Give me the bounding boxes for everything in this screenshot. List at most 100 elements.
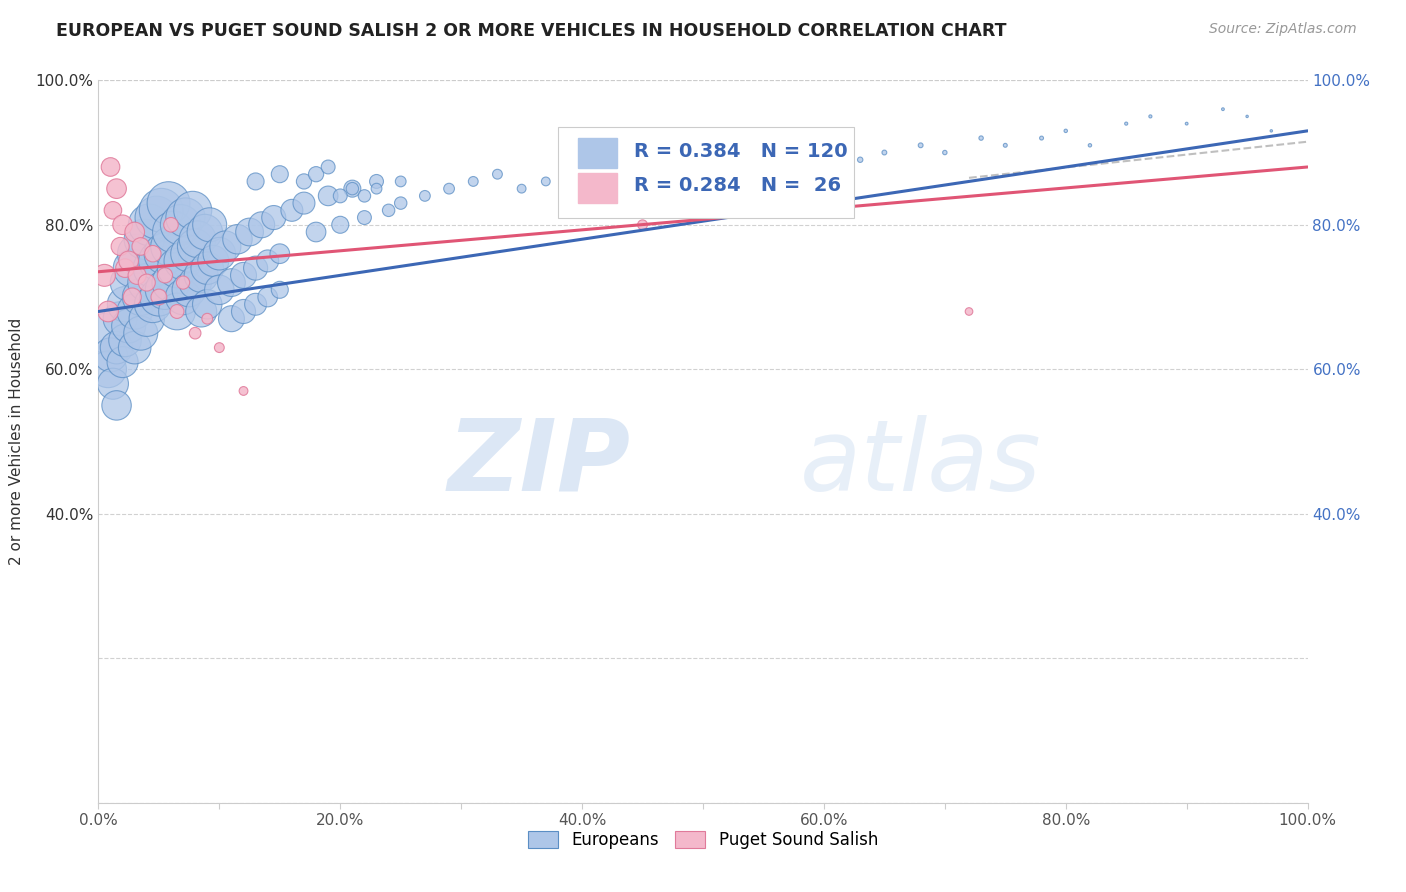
Point	[166, 261, 188, 276]
Point	[263, 211, 285, 225]
Point	[150, 203, 173, 218]
Point	[174, 211, 197, 225]
Point	[153, 268, 176, 283]
Point	[1260, 124, 1282, 138]
Point	[172, 276, 194, 290]
Point	[1115, 117, 1137, 131]
Point	[486, 167, 509, 181]
Point	[135, 276, 157, 290]
Point	[413, 189, 436, 203]
Point	[105, 341, 128, 355]
Point	[129, 290, 152, 304]
Point	[108, 239, 131, 253]
Point	[121, 261, 143, 276]
Point	[269, 246, 291, 260]
Point	[202, 253, 225, 268]
Point	[160, 218, 183, 232]
Point	[1212, 102, 1234, 116]
Point	[118, 253, 141, 268]
Point	[153, 283, 176, 297]
Point	[232, 268, 254, 283]
Point	[124, 341, 146, 355]
Point	[292, 196, 315, 211]
Point	[121, 290, 143, 304]
Point	[190, 304, 212, 318]
Text: R = 0.384   N = 120: R = 0.384 N = 120	[634, 142, 848, 161]
Text: Source: ZipAtlas.com: Source: ZipAtlas.com	[1209, 22, 1357, 37]
Point	[305, 225, 328, 239]
Point	[208, 246, 231, 260]
Point	[127, 246, 149, 260]
Point	[101, 203, 124, 218]
Point	[179, 246, 201, 260]
Point	[127, 268, 149, 283]
Point	[184, 276, 207, 290]
Point	[111, 355, 134, 369]
Text: R = 0.284   N =  26: R = 0.284 N = 26	[634, 177, 841, 195]
Point	[245, 174, 267, 188]
Point	[292, 174, 315, 188]
Point	[190, 268, 212, 283]
Point	[208, 283, 231, 297]
Point	[105, 182, 128, 196]
Point	[389, 196, 412, 211]
Point	[329, 189, 352, 203]
Point	[353, 211, 375, 225]
Point	[316, 160, 339, 174]
Bar	[578, 138, 617, 169]
Point	[256, 290, 278, 304]
Point	[184, 239, 207, 253]
Point	[135, 311, 157, 326]
Point	[1078, 138, 1101, 153]
Point	[342, 182, 364, 196]
Point	[157, 196, 180, 211]
Point	[100, 348, 122, 362]
Point	[93, 268, 115, 283]
Point	[162, 225, 184, 239]
Point	[160, 276, 183, 290]
Point	[111, 218, 134, 232]
Point	[148, 290, 170, 304]
Point	[1139, 110, 1161, 124]
Point	[135, 276, 157, 290]
Point	[256, 253, 278, 268]
Point	[142, 246, 165, 260]
Point	[195, 261, 218, 276]
Point	[329, 218, 352, 232]
Point	[389, 174, 412, 188]
FancyBboxPatch shape	[558, 128, 855, 218]
Point	[169, 218, 191, 232]
Point	[232, 384, 254, 398]
Point	[668, 160, 690, 174]
Point	[101, 376, 124, 391]
Point	[194, 225, 217, 239]
Point	[1236, 110, 1258, 124]
Point	[692, 174, 714, 188]
Point	[281, 203, 304, 218]
Point	[148, 290, 170, 304]
Point	[214, 239, 236, 253]
Point	[129, 239, 152, 253]
Point	[179, 283, 201, 297]
Point	[172, 290, 194, 304]
Text: atlas: atlas	[800, 415, 1042, 512]
Point	[172, 253, 194, 268]
Point	[366, 182, 388, 196]
Point	[118, 318, 141, 333]
Point	[245, 261, 267, 276]
Point	[181, 203, 204, 218]
Point	[97, 304, 120, 318]
Point	[571, 189, 593, 203]
Point	[305, 167, 328, 181]
Point	[873, 145, 896, 160]
Point	[353, 189, 375, 203]
Point	[250, 218, 273, 232]
Point	[631, 182, 654, 196]
Point	[195, 311, 218, 326]
Point	[118, 276, 141, 290]
Point	[134, 232, 156, 246]
Point	[108, 311, 131, 326]
Point	[114, 261, 136, 276]
Y-axis label: 2 or more Vehicles in Household: 2 or more Vehicles in Household	[10, 318, 24, 566]
Point	[232, 304, 254, 318]
